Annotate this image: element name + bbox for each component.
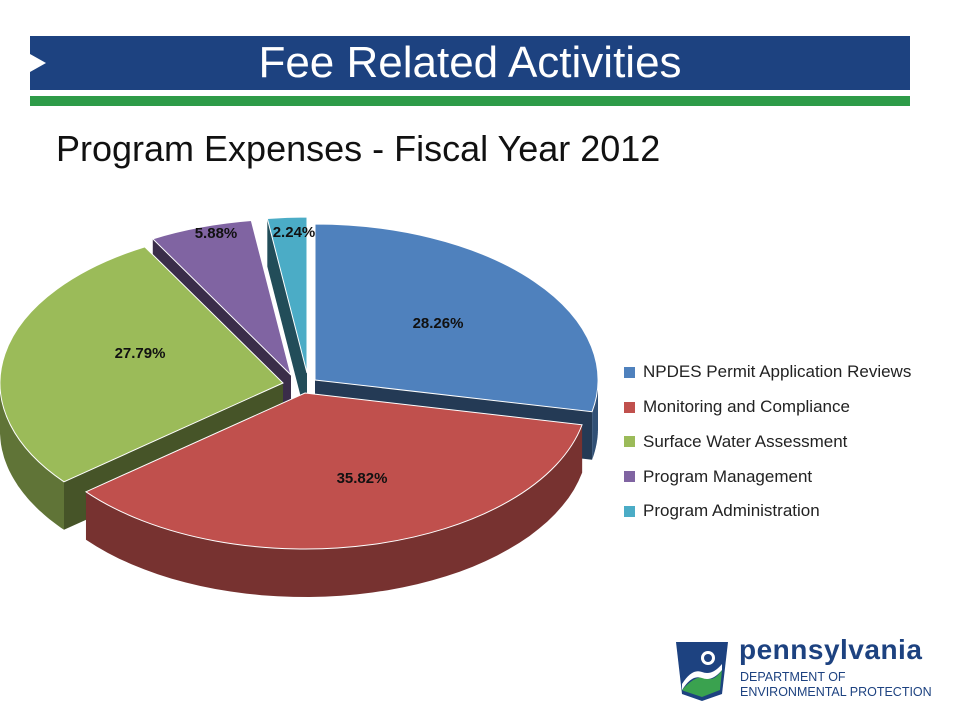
pa-dep-logo: pennsylvania DEPARTMENT OF ENVIRONMENTAL…	[672, 634, 952, 702]
legend-label: Program Management	[643, 466, 813, 486]
title-arrow-icon	[30, 54, 46, 72]
legend-swatch	[624, 436, 635, 448]
pie-slice-side-1	[592, 380, 598, 460]
legend-label: Surface Water Assessment	[643, 431, 848, 451]
title-bar: Fee Related Activities	[30, 36, 910, 90]
legend-swatch	[624, 401, 635, 413]
legend-item-4: Program Management	[624, 459, 954, 494]
pie-data-label-1: 28.26%	[413, 315, 464, 332]
pie-slice-side-2	[86, 424, 583, 597]
pie-data-label-5: 2.24%	[273, 224, 316, 241]
pie-slice-3	[0, 246, 284, 483]
legend-item-2: Monitoring and Compliance	[624, 390, 954, 425]
page-title: Fee Related Activities	[258, 38, 682, 87]
logo-department: DEPARTMENT OF ENVIRONMENTAL PROTECTION	[740, 670, 932, 699]
legend-swatch	[624, 505, 635, 517]
legend-item-1: NPDES Permit Application Reviews	[624, 355, 954, 390]
pie-chart: 28.26% 35.82% 27.79% 5.88% 2.24%	[0, 216, 599, 597]
chart-legend: NPDES Permit Application Reviews Monitori…	[624, 355, 954, 529]
pie-slice-side-3	[0, 383, 64, 530]
keystone-logo-icon	[676, 642, 728, 701]
legend-label: Monitoring and Compliance	[643, 397, 850, 417]
pie-data-label-4: 5.88%	[195, 225, 238, 242]
pie-slice-1	[314, 223, 599, 413]
legend-label: Program Administration	[643, 501, 820, 521]
pie-slice-4	[151, 220, 292, 377]
pie-data-label-3: 27.79%	[115, 345, 166, 362]
header-rule	[30, 96, 910, 106]
legend-item-5: Program Administration	[624, 494, 954, 529]
pie-slice-2	[84, 392, 583, 550]
pie-slice-face-5-1	[267, 218, 307, 421]
legend-swatch	[624, 471, 635, 483]
pie-slice-5	[266, 216, 308, 374]
logo-name: pennsylvania	[739, 634, 923, 665]
pie-data-label-2: 35.82%	[337, 470, 388, 487]
legend-swatch	[624, 366, 635, 378]
legend-item-3: Surface Water Assessment	[624, 425, 954, 460]
chart-subtitle: Program Expenses - Fiscal Year 2012	[56, 128, 661, 169]
legend-label: NPDES Permit Application Reviews	[643, 362, 912, 382]
